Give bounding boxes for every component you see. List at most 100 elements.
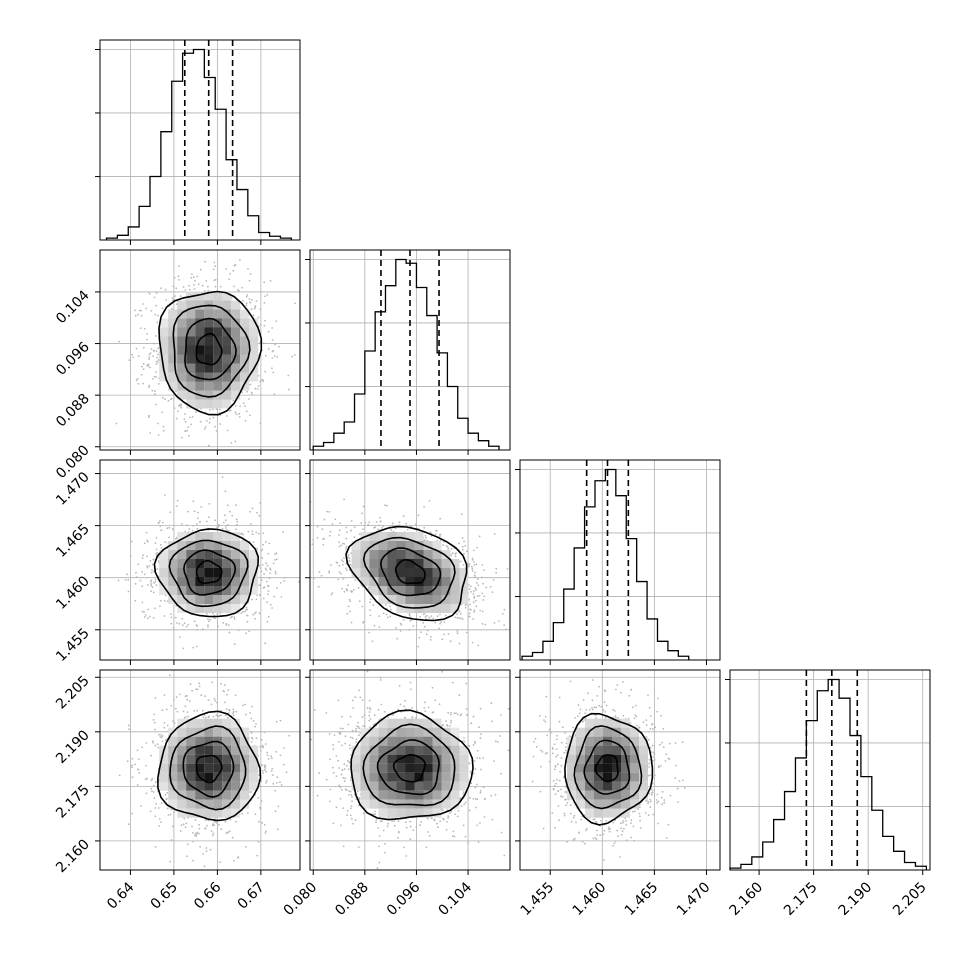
scatter-point [149, 580, 152, 583]
scatter-point [492, 579, 495, 581]
scatter-point [458, 617, 461, 619]
density-cell [423, 586, 433, 595]
scatter-point [222, 521, 225, 524]
scatter-point [204, 260, 207, 263]
scatter-point [348, 559, 351, 562]
scatter-point [250, 308, 253, 311]
density-cell [213, 595, 223, 604]
scatter-point [168, 526, 171, 529]
scatter-point [318, 571, 321, 574]
scatter-point [312, 538, 315, 541]
scatter-point [266, 580, 268, 583]
density-cell [204, 595, 214, 604]
density-cell [231, 532, 241, 541]
scatter-point [132, 356, 135, 359]
scatter-point [140, 373, 143, 376]
density-cell [378, 586, 388, 595]
density-cell [240, 318, 250, 328]
scatter-point [233, 616, 236, 619]
scatter-point [208, 421, 211, 424]
scatter-point [271, 607, 273, 609]
scatter-point [143, 542, 146, 545]
density-cell [450, 559, 460, 568]
scatter-point [242, 704, 245, 707]
scatter-point [269, 567, 272, 570]
scatter-point [164, 494, 166, 496]
scatter-point [205, 520, 208, 523]
density-cell [204, 381, 214, 391]
scatter-point [191, 273, 193, 276]
scatter-point [227, 524, 229, 526]
scatter-point [248, 279, 251, 282]
scatter-point [396, 637, 399, 640]
scatter-point [362, 505, 365, 508]
density-cell [186, 363, 196, 373]
density-cell [360, 577, 370, 586]
scatter-point [272, 562, 275, 565]
scatter-point [173, 397, 175, 399]
scatter-point [473, 597, 476, 599]
density-cell [177, 586, 187, 595]
scatter-point [246, 620, 249, 623]
scatter-point [263, 281, 266, 284]
scatter-point [144, 614, 147, 616]
scatter-point [234, 405, 237, 407]
scatter-point [264, 295, 266, 298]
density-cell [405, 595, 415, 604]
density-cell [204, 363, 214, 373]
density-cell [168, 559, 178, 568]
scatter-point [232, 399, 235, 402]
scatter-point [451, 552, 454, 554]
scatter-point [227, 716, 229, 719]
scatter-point [163, 615, 166, 617]
scatter-point [264, 370, 266, 373]
scatter-point [424, 616, 427, 618]
scatter-point [258, 612, 261, 615]
histogram-step-line [312, 258, 500, 450]
scatter-point [503, 624, 506, 626]
density-cell [213, 577, 223, 586]
scatter-point [170, 613, 172, 616]
scatter-point [263, 302, 266, 304]
density-cell [405, 532, 415, 541]
scatter-point [161, 396, 164, 399]
scatter-point [331, 523, 334, 525]
density-panel-2-0 [99, 459, 301, 661]
scatter-point [471, 565, 473, 568]
scatter-point [471, 559, 474, 561]
scatter-point [249, 414, 251, 417]
scatter-point [468, 588, 471, 590]
density-cell [231, 595, 241, 604]
scatter-point [153, 296, 156, 299]
panel-frame [99, 39, 301, 241]
density-cell [159, 577, 169, 586]
scatter-point [320, 574, 323, 577]
scatter-point [272, 349, 275, 352]
scatter-point [131, 812, 134, 815]
scatter-point [263, 573, 265, 575]
scatter-point [180, 403, 183, 406]
density-cell [249, 318, 259, 328]
scatter-point [208, 516, 210, 519]
scatter-point [154, 390, 156, 393]
scatter-point [253, 612, 256, 615]
scatter-point [463, 552, 465, 555]
density-cell [186, 381, 196, 391]
scatter-point [343, 590, 346, 593]
scatter-point [186, 429, 189, 432]
scatter-point [192, 646, 195, 649]
scatter-point [456, 630, 459, 632]
scatter-point [118, 340, 120, 343]
scatter-point [145, 742, 148, 744]
scatter-point [141, 610, 144, 613]
scatter-point [155, 371, 157, 373]
density-cell [231, 309, 241, 319]
scatter-point [388, 605, 391, 608]
scatter-point [155, 304, 158, 307]
scatter-point [400, 624, 403, 626]
scatter-point [186, 843, 189, 846]
density-cell [168, 372, 178, 382]
scatter-point [270, 770, 273, 772]
density-cell [231, 604, 241, 613]
scatter-point [394, 527, 397, 530]
